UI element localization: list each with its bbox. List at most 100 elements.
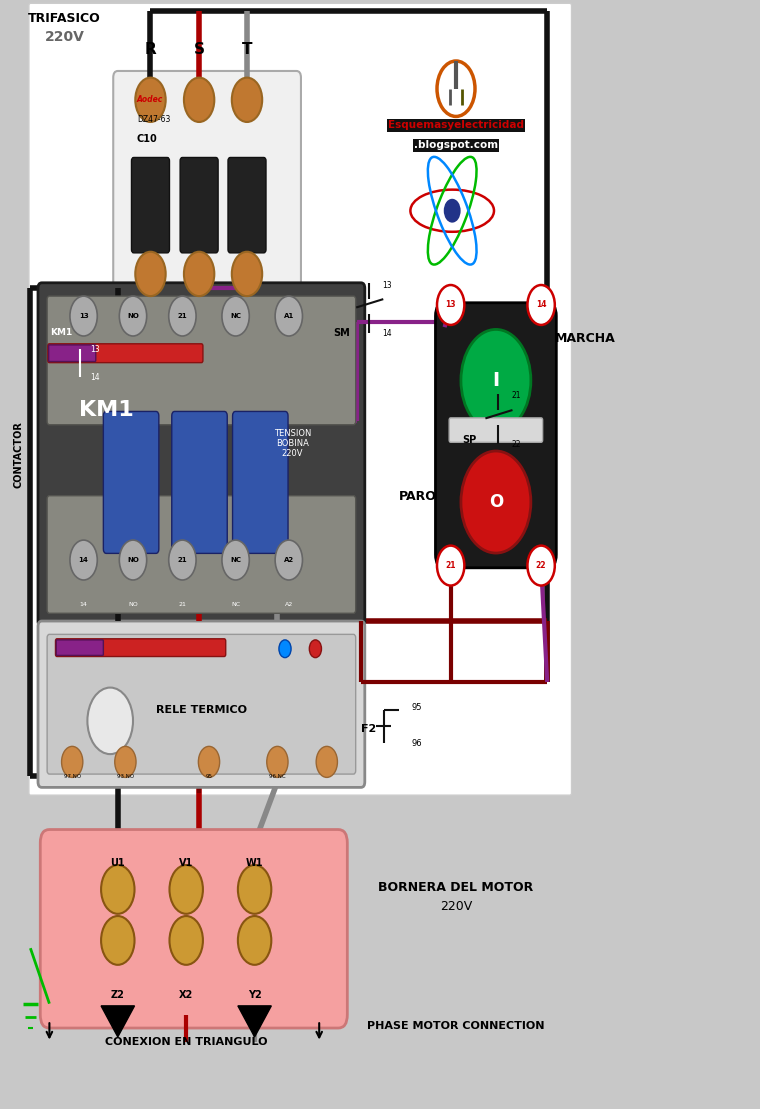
Circle shape <box>119 540 147 580</box>
Circle shape <box>101 865 135 914</box>
Circle shape <box>309 640 321 658</box>
FancyBboxPatch shape <box>47 296 356 425</box>
Circle shape <box>70 540 97 580</box>
Text: NC: NC <box>231 602 240 607</box>
Circle shape <box>232 252 262 296</box>
Circle shape <box>232 78 262 122</box>
FancyBboxPatch shape <box>435 303 556 568</box>
Text: 21: 21 <box>178 313 187 319</box>
Text: 21: 21 <box>179 602 186 607</box>
Text: A2: A2 <box>285 602 293 607</box>
FancyBboxPatch shape <box>49 345 96 362</box>
Circle shape <box>169 296 196 336</box>
Text: 14: 14 <box>536 301 546 309</box>
FancyBboxPatch shape <box>180 157 218 253</box>
Text: T: T <box>242 42 252 58</box>
Circle shape <box>119 296 147 336</box>
Text: U1: U1 <box>110 857 125 868</box>
Circle shape <box>169 540 196 580</box>
Text: NC: NC <box>230 313 241 319</box>
Circle shape <box>238 916 271 965</box>
Circle shape <box>101 916 135 965</box>
Circle shape <box>267 746 288 777</box>
Text: 14: 14 <box>382 329 392 338</box>
Text: 14: 14 <box>79 557 88 563</box>
FancyBboxPatch shape <box>113 71 301 301</box>
Circle shape <box>461 451 530 553</box>
Text: Esquemasyelectricidad: Esquemasyelectricidad <box>388 120 524 131</box>
Text: 95: 95 <box>411 703 422 712</box>
Circle shape <box>184 78 214 122</box>
Text: C10: C10 <box>137 134 157 144</box>
Text: 13: 13 <box>382 281 392 289</box>
Circle shape <box>527 285 555 325</box>
FancyBboxPatch shape <box>233 411 288 553</box>
Text: TRIFASICO: TRIFASICO <box>28 12 101 26</box>
Text: NO: NO <box>128 602 138 607</box>
Circle shape <box>169 916 203 965</box>
Circle shape <box>279 640 291 658</box>
Circle shape <box>198 746 220 777</box>
Circle shape <box>238 865 271 914</box>
Text: TENSION
BOBINA
220V: TENSION BOBINA 220V <box>274 429 312 458</box>
Circle shape <box>445 200 460 222</box>
Circle shape <box>135 78 166 122</box>
FancyBboxPatch shape <box>172 411 227 553</box>
Text: KM1: KM1 <box>79 400 134 420</box>
Text: S: S <box>194 42 204 58</box>
Text: 14: 14 <box>90 373 100 381</box>
Text: NO: NO <box>127 557 139 563</box>
FancyBboxPatch shape <box>131 157 169 253</box>
Text: KM1: KM1 <box>49 328 72 337</box>
Text: PHASE MOTOR CONNECTION: PHASE MOTOR CONNECTION <box>367 1020 545 1031</box>
FancyBboxPatch shape <box>449 418 543 442</box>
Text: 13: 13 <box>79 313 88 319</box>
Text: BORNERA DEL MOTOR: BORNERA DEL MOTOR <box>378 881 534 894</box>
FancyBboxPatch shape <box>228 157 266 253</box>
Text: 220V: 220V <box>45 30 84 43</box>
Text: 13: 13 <box>445 301 456 309</box>
Text: CONTACTOR: CONTACTOR <box>14 421 24 488</box>
Text: W1: W1 <box>245 857 264 868</box>
Text: 95: 95 <box>205 774 213 779</box>
FancyBboxPatch shape <box>38 621 365 787</box>
Circle shape <box>115 746 136 777</box>
Text: A2: A2 <box>283 557 294 563</box>
Text: NC: NC <box>230 557 241 563</box>
Text: V1: V1 <box>179 857 193 868</box>
Text: 21: 21 <box>445 561 456 570</box>
Circle shape <box>275 540 302 580</box>
FancyBboxPatch shape <box>40 830 347 1028</box>
Text: SM: SM <box>333 327 350 338</box>
Text: RELE TERMICO: RELE TERMICO <box>156 704 247 715</box>
Text: X2: X2 <box>179 989 193 1000</box>
Circle shape <box>316 746 337 777</box>
Circle shape <box>222 540 249 580</box>
Text: R: R <box>144 42 157 58</box>
Text: 21: 21 <box>178 557 187 563</box>
FancyBboxPatch shape <box>29 3 572 795</box>
Circle shape <box>70 296 97 336</box>
Text: 21: 21 <box>511 391 521 400</box>
Text: .blogspot.com: .blogspot.com <box>414 140 498 151</box>
FancyBboxPatch shape <box>56 640 103 655</box>
Text: A1: A1 <box>283 313 294 319</box>
Text: CONEXION EN TRIANGULO: CONEXION EN TRIANGULO <box>105 1037 268 1048</box>
Circle shape <box>135 252 166 296</box>
Text: 96: 96 <box>411 739 422 747</box>
FancyBboxPatch shape <box>48 344 203 363</box>
Circle shape <box>437 546 464 586</box>
FancyBboxPatch shape <box>47 496 356 613</box>
FancyBboxPatch shape <box>47 634 356 774</box>
Text: Aodec: Aodec <box>137 95 163 104</box>
Text: Esquemasyelectricidad: Esquemasyelectricidad <box>388 120 524 131</box>
Polygon shape <box>101 1006 135 1037</box>
FancyBboxPatch shape <box>38 283 365 627</box>
FancyBboxPatch shape <box>55 639 226 657</box>
Text: Y2: Y2 <box>248 989 261 1000</box>
Circle shape <box>527 546 555 586</box>
Text: 22: 22 <box>536 561 546 570</box>
Circle shape <box>437 285 464 325</box>
Circle shape <box>461 329 530 431</box>
Text: 13: 13 <box>90 345 100 354</box>
